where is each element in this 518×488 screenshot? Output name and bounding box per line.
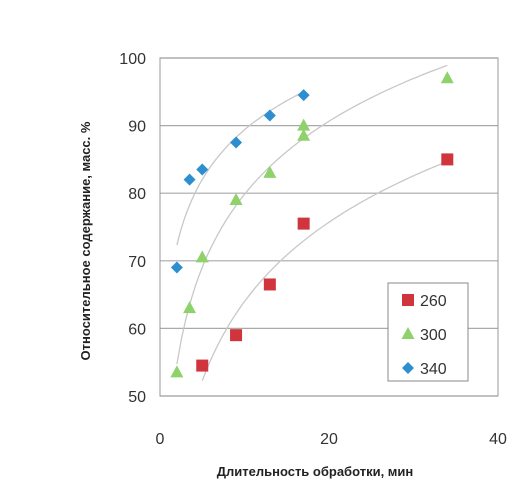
x-tick-40: 40 bbox=[489, 431, 507, 448]
point-300-3 bbox=[229, 192, 243, 205]
plot-area-frame bbox=[159, 57, 499, 397]
y-tick-labels: 50 60 70 80 90 100 bbox=[119, 51, 146, 406]
x-axis-title: Длительность обработки, мин bbox=[217, 464, 414, 479]
legend-marker-260 bbox=[402, 294, 414, 306]
point-340-4 bbox=[263, 109, 276, 122]
point-340-0 bbox=[170, 261, 183, 274]
legend: 260 300 340 bbox=[387, 282, 469, 382]
y-axis-title: Относительное содержание, масс. % bbox=[78, 121, 93, 360]
trend-curves bbox=[176, 64, 448, 382]
legend-marker-340 bbox=[402, 362, 414, 374]
point-340-5 bbox=[297, 89, 310, 102]
y-tick-80: 80 bbox=[128, 186, 146, 203]
point-300-4 bbox=[263, 165, 277, 178]
point-340-3 bbox=[230, 136, 243, 149]
legend-label-340: 340 bbox=[420, 361, 447, 378]
y-tick-70: 70 bbox=[128, 254, 146, 271]
point-300-1 bbox=[183, 301, 197, 314]
y-tick-60: 60 bbox=[128, 321, 146, 338]
point-260-1 bbox=[230, 329, 243, 342]
x-tick-labels: 0 20 40 bbox=[156, 431, 507, 448]
legend-box bbox=[387, 282, 469, 382]
point-260-3 bbox=[297, 217, 310, 230]
point-300-2 bbox=[195, 250, 209, 263]
y-tick-100: 100 bbox=[119, 51, 146, 68]
y-tick-90: 90 bbox=[128, 119, 146, 136]
point-260-0 bbox=[196, 359, 209, 372]
point-340-2 bbox=[196, 163, 209, 176]
trend-curve-260 bbox=[201, 160, 448, 382]
point-300-7 bbox=[440, 71, 454, 84]
x-tick-20: 20 bbox=[320, 431, 338, 448]
data-points bbox=[170, 71, 454, 378]
point-300-5 bbox=[297, 128, 311, 141]
legend-marker-300 bbox=[401, 327, 415, 339]
point-300-6 bbox=[297, 118, 311, 131]
point-300-0 bbox=[170, 365, 184, 378]
legend-label-260: 260 bbox=[420, 293, 447, 310]
y-tick-50: 50 bbox=[128, 389, 146, 406]
point-260-2 bbox=[263, 278, 276, 291]
trend-curve-300 bbox=[176, 64, 448, 365]
x-tick-0: 0 bbox=[156, 431, 165, 448]
point-260-4 bbox=[441, 153, 454, 166]
trend-curve-340 bbox=[176, 91, 304, 246]
legend-label-300: 300 bbox=[420, 327, 447, 344]
point-340-1 bbox=[183, 173, 196, 186]
